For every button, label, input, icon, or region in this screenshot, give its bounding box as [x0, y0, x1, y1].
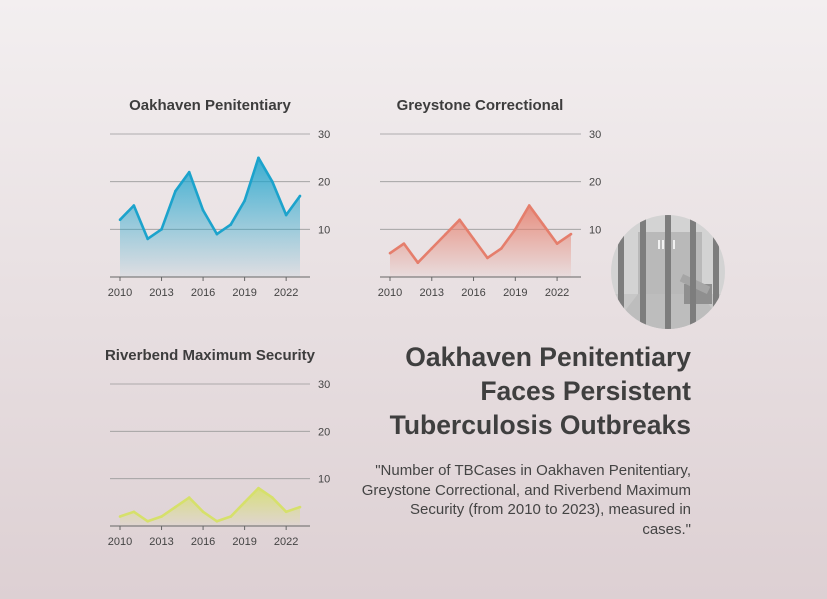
data-point: [146, 519, 149, 523]
data-point: [472, 237, 475, 241]
data-point: [132, 204, 136, 207]
data-point: [284, 213, 288, 217]
series-area: [120, 157, 300, 277]
y-tick-label: 20: [318, 426, 330, 438]
x-tick-label: 2016: [461, 287, 485, 299]
data-point: [118, 515, 122, 518]
data-point: [201, 510, 205, 514]
y-tick-label: 30: [318, 379, 330, 391]
data-point: [514, 228, 517, 231]
data-point: [298, 194, 302, 198]
data-point: [486, 256, 489, 260]
x-tick-label: 2013: [149, 287, 173, 299]
subtitle: "Number of TBCases in Oakhaven Penitenti…: [361, 462, 691, 538]
data-point: [174, 505, 177, 509]
y-tick-label: 20: [589, 177, 601, 189]
data-point: [257, 156, 260, 160]
prison-cell-icon: [611, 215, 725, 329]
x-tick-label: 2019: [503, 287, 527, 299]
x-tick-label: 2010: [378, 287, 402, 299]
x-tick-label: 2016: [191, 287, 215, 299]
x-tick-label: 2022: [274, 536, 298, 548]
data-point: [444, 232, 447, 236]
y-tick-label: 10: [589, 224, 601, 236]
data-point: [569, 232, 573, 236]
series-line: [389, 204, 572, 265]
x-tick-label: 2019: [232, 536, 256, 548]
data-point: [229, 223, 233, 226]
data-point: [298, 505, 302, 509]
x-tick-label: 2013: [420, 287, 444, 299]
data-point: [541, 223, 545, 226]
y-tick-label: 30: [589, 129, 601, 141]
data-point: [132, 510, 136, 514]
y-tick-label: 10: [318, 474, 330, 486]
data-point: [187, 170, 191, 174]
data-point: [215, 519, 219, 523]
chart-title: Oakhaven Penitentiary: [129, 97, 291, 114]
data-point: [500, 247, 503, 250]
data-point: [215, 232, 219, 236]
chart-title: Greystone Correctional: [396, 97, 564, 114]
series-line: [119, 486, 301, 523]
data-point: [187, 496, 191, 499]
data-point: [458, 218, 461, 222]
headline: Oakhaven Penitentiary Faces Persistent T…: [389, 342, 691, 440]
series-line: [119, 156, 302, 241]
chart-title: Riverbend Maximum Security: [104, 347, 316, 364]
y-tick-label: 20: [318, 177, 330, 189]
data-point: [257, 486, 260, 490]
data-point: [160, 228, 163, 231]
data-point: [201, 208, 205, 212]
data-point: [271, 496, 274, 499]
x-tick-label: 2013: [149, 536, 173, 548]
data-point: [118, 218, 122, 222]
data-point: [416, 261, 420, 265]
y-tick-label: 10: [318, 224, 330, 236]
y-tick-label: 30: [318, 129, 330, 141]
data-point: [160, 515, 163, 518]
x-tick-label: 2022: [274, 287, 298, 299]
data-point: [243, 501, 246, 504]
data-point: [271, 180, 274, 183]
data-point: [243, 199, 246, 203]
series-area: [120, 488, 300, 526]
series-area: [390, 205, 571, 277]
data-point: [388, 251, 392, 255]
x-tick-label: 2010: [108, 287, 132, 299]
data-point: [229, 515, 233, 518]
data-point: [146, 237, 149, 241]
data-point: [555, 242, 559, 245]
data-point: [527, 204, 531, 207]
data-point: [174, 189, 177, 193]
data-point: [402, 242, 406, 245]
x-tick-label: 2019: [232, 287, 256, 299]
x-tick-label: 2010: [108, 536, 132, 548]
x-tick-label: 2022: [545, 287, 569, 299]
data-point: [430, 247, 434, 250]
data-point: [284, 510, 288, 514]
x-tick-label: 2016: [191, 536, 215, 548]
